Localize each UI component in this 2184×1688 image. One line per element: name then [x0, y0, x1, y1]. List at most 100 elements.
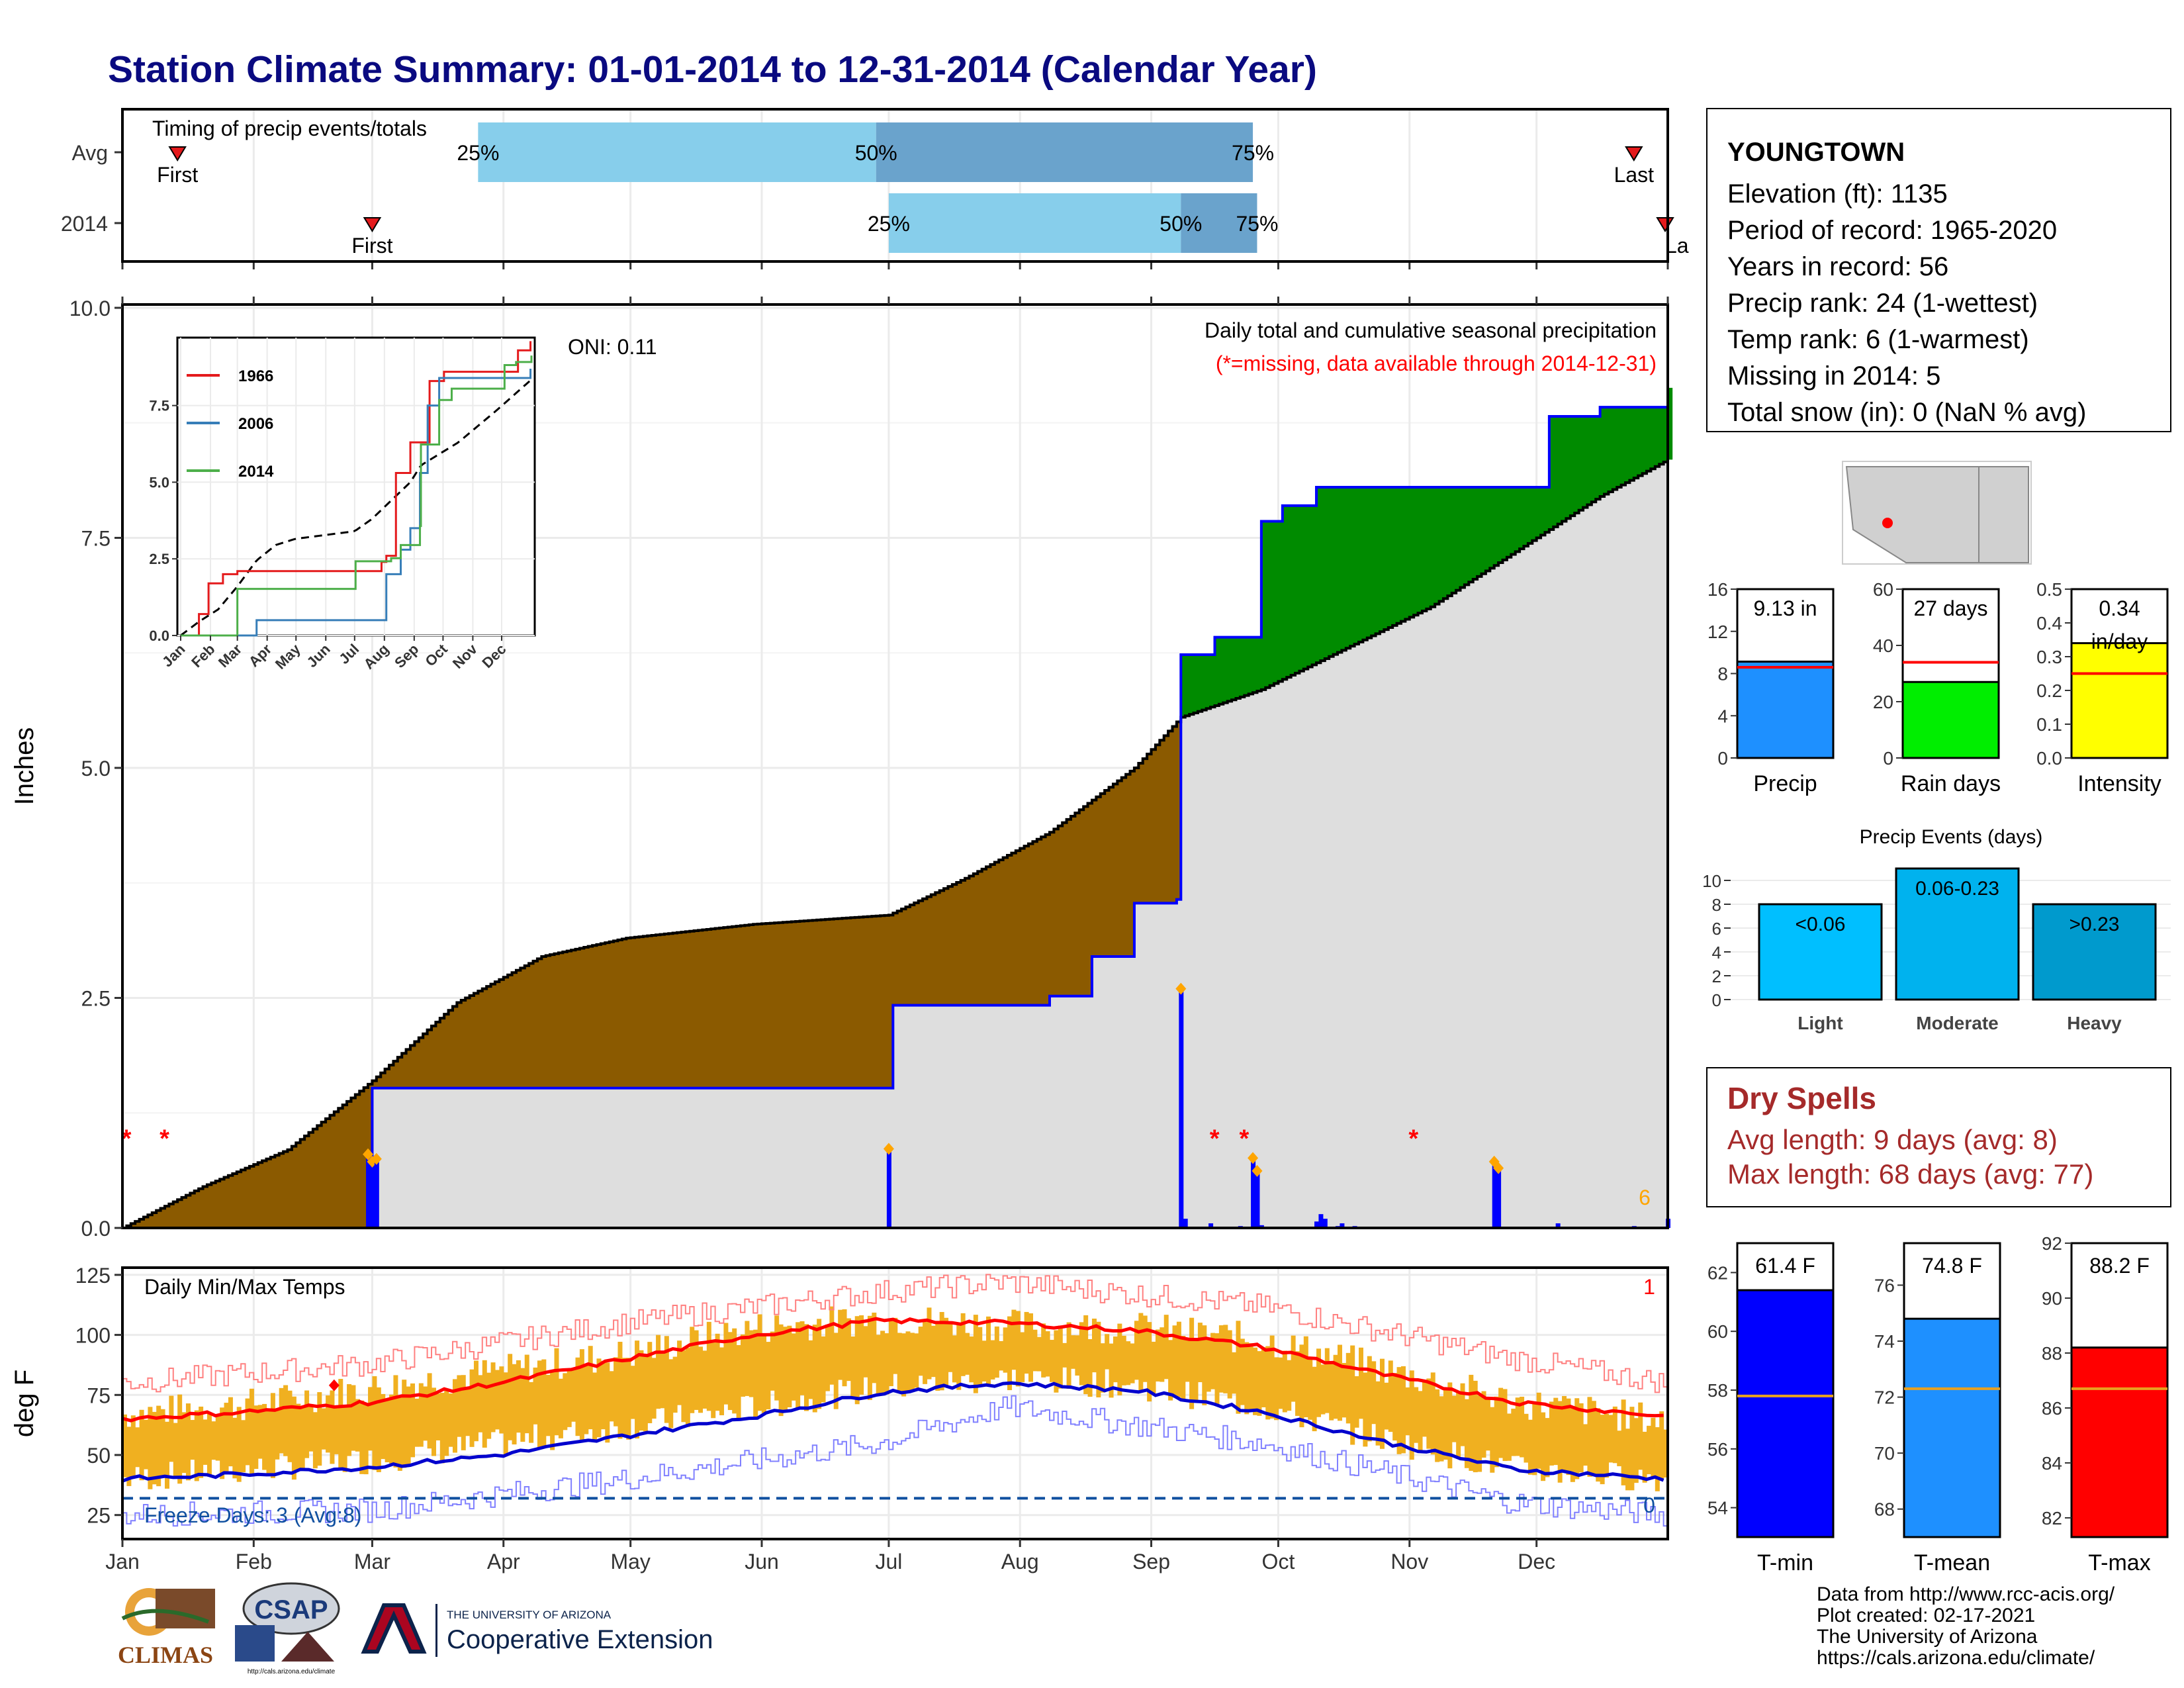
precip-annotation-missing: (*=missing, data available through 2014-…	[1216, 352, 1657, 375]
temp-daily-bar	[130, 1415, 136, 1479]
temp-daily-bar	[749, 1330, 754, 1397]
temp-daily-bar	[1316, 1348, 1322, 1417]
dry-spells-title: Dry Spells	[1727, 1081, 1876, 1115]
temp-daily-bar	[533, 1367, 538, 1425]
tbar-ytick-label: 86	[2042, 1398, 2062, 1419]
temp-daily-bar	[1202, 1325, 1207, 1405]
temp-daily-bar	[617, 1341, 623, 1439]
events-ytick-label: 8	[1712, 895, 1721, 915]
temp-daily-bar	[228, 1397, 233, 1467]
tbar-ytick-label: 54	[1707, 1498, 1728, 1519]
temp-daily-bar	[164, 1421, 169, 1489]
timing-q25-q50-bar	[888, 193, 1181, 253]
temp-daily-bar	[1218, 1325, 1224, 1393]
temp-daily-bar	[584, 1365, 589, 1434]
temp-daily-bar	[190, 1420, 195, 1460]
temp-daily-bar	[1121, 1335, 1126, 1385]
temp-daily-bar	[1075, 1335, 1080, 1376]
timing-q25-label: 25%	[868, 212, 910, 236]
temp-daily-bar	[1511, 1409, 1516, 1456]
temp-daily-bar	[1303, 1336, 1308, 1418]
temp-daily-bar	[923, 1321, 928, 1384]
dry-spells-box: Dry Spells Avg length: 9 days (avg: 8) M…	[1706, 1067, 2171, 1207]
missing-marker: *	[1408, 1125, 1418, 1153]
temp-daily-bar	[1426, 1378, 1432, 1449]
timing-q50-q75-bar	[876, 122, 1253, 182]
temp-daily-bar	[342, 1407, 347, 1472]
tbar-ytick-label: 92	[2042, 1233, 2062, 1254]
temp-daily-bar	[177, 1394, 183, 1484]
temp-daily-bar	[122, 1414, 127, 1477]
precip-daily-bar	[366, 1154, 371, 1228]
temp-daily-bar	[782, 1327, 788, 1413]
summary-ytick-label: 0.0	[2036, 748, 2062, 769]
temp-daily-bar	[1003, 1327, 1008, 1373]
precip-daily-bar	[1183, 1219, 1188, 1228]
summary-ytick-label: 0	[1717, 748, 1728, 769]
temp-daily-bar	[579, 1349, 584, 1442]
events-ytick-label: 6	[1712, 919, 1721, 939]
station-map	[1842, 461, 2032, 565]
temp-daily-bar	[1054, 1330, 1059, 1393]
map-state-neighbor	[1978, 466, 2029, 563]
temp-daily-bar	[867, 1315, 872, 1400]
inset-avg-line	[180, 380, 531, 637]
temp-avg-max-line	[122, 1317, 1664, 1423]
station-elevation: Elevation (ft): 1135	[1727, 179, 1948, 209]
temp-daily-bar	[825, 1324, 830, 1391]
temp-daily-bar	[1176, 1321, 1181, 1397]
temp-daily-bar	[685, 1348, 690, 1427]
temp-daily-bar	[605, 1362, 610, 1443]
temp-daily-bar	[791, 1333, 796, 1401]
temp-daily-bar	[1232, 1352, 1237, 1394]
temp-ytick-label: 50	[87, 1444, 111, 1468]
temp-daily-bar	[1032, 1329, 1038, 1372]
timing-frame-border	[121, 108, 1669, 263]
temp-daily-bar	[160, 1409, 165, 1477]
temp-daily-bar	[609, 1371, 614, 1422]
temp-daily-bar	[1435, 1389, 1440, 1462]
page-title: Station Climate Summary: 01-01-2014 to 1…	[108, 48, 1317, 91]
temp-daily-bar	[1193, 1339, 1199, 1401]
temp-record-min-line	[122, 1395, 1668, 1527]
temp-daily-bar	[300, 1407, 305, 1469]
temp-daily-bar	[1659, 1411, 1664, 1479]
temp-daily-bar	[1007, 1316, 1013, 1391]
temp-daily-bar	[1350, 1345, 1355, 1445]
temp-daily-bar	[389, 1394, 394, 1464]
tbar-value-label: 88.2 F	[2089, 1254, 2150, 1278]
precip-ytick-label: 2.5	[81, 987, 111, 1011]
temp-daily-bar	[1367, 1356, 1372, 1442]
temp-daily-bar	[1083, 1315, 1089, 1395]
events-ytick-label: 10	[1702, 871, 1721, 891]
temp-daily-bar	[1274, 1357, 1279, 1421]
temp-daily-bar	[1050, 1340, 1054, 1382]
temp-daily-bar	[1223, 1325, 1228, 1393]
temp-ytick-label: 100	[75, 1324, 111, 1348]
temp-daily-bar	[321, 1408, 326, 1450]
temp-daily-bar	[478, 1375, 483, 1432]
temp-daily-bar	[1485, 1397, 1490, 1451]
temp-daily-bar	[694, 1330, 699, 1410]
csap-logo: CSAP http://cals.arizona.edu/climate	[228, 1579, 347, 1678]
timing-q50-label: 50%	[1160, 212, 1202, 236]
timing-first-label: First	[351, 234, 392, 258]
missing-marker: *	[159, 1125, 169, 1153]
precip-daily-bar	[1179, 988, 1184, 1228]
summary-ytick-label: 0	[1883, 748, 1893, 769]
temp-record-marker	[328, 1379, 340, 1391]
temp-daily-bar	[241, 1420, 246, 1473]
summary-category-label: Intensity	[2077, 771, 2161, 796]
tbar-ytick-label: 62	[1707, 1262, 1728, 1283]
dry-spells-avg: Avg length: 9 days (avg: 8)	[1727, 1124, 2058, 1155]
temp-daily-bar	[148, 1407, 153, 1489]
inset-ytick-label: 7.5	[149, 398, 169, 414]
temp-daily-bar	[766, 1342, 771, 1409]
temp-daily-bar	[914, 1333, 919, 1388]
summary-ytick-label: 40	[1873, 635, 1893, 656]
temp-daily-bar	[1210, 1333, 1216, 1389]
temp-daily-bar	[872, 1312, 877, 1383]
temp-daily-bar	[651, 1358, 657, 1419]
temp-daily-bar	[664, 1336, 669, 1423]
